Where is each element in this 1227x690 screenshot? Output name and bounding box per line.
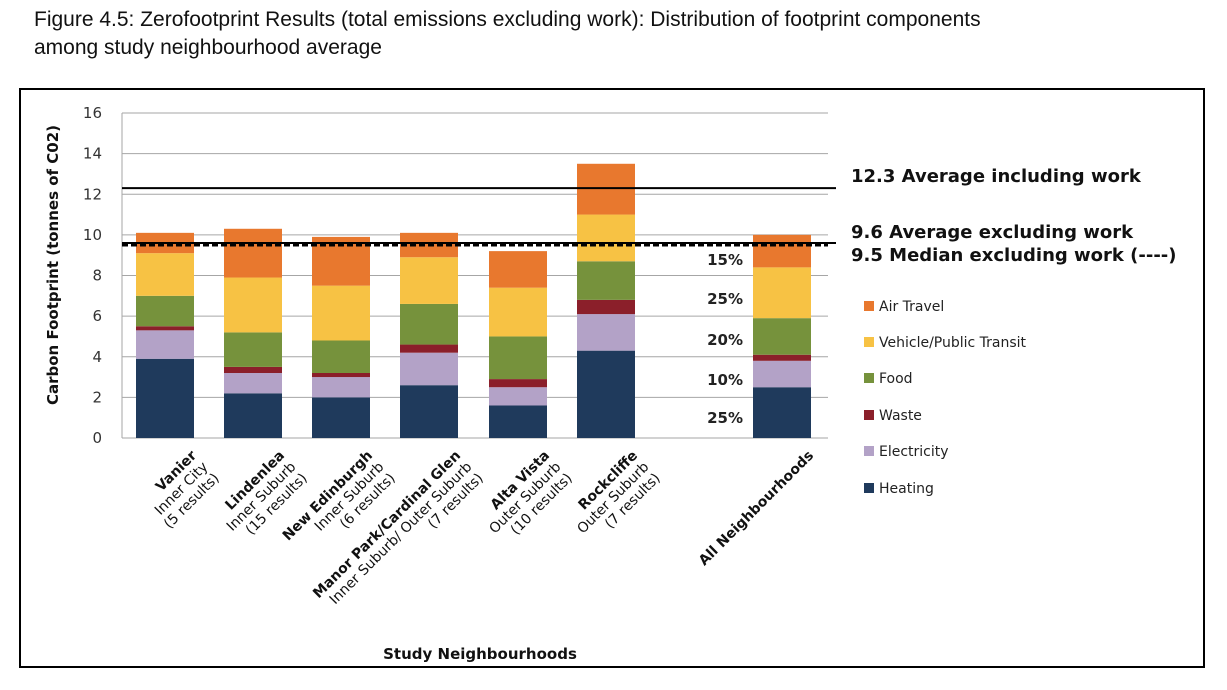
percent-labels: 15% 25% 20% 10% 25% bbox=[707, 251, 743, 427]
bar-segment-heating bbox=[753, 387, 811, 438]
bar-segment-heating bbox=[577, 350, 635, 438]
percent-label: 10% bbox=[707, 371, 743, 389]
x-category-label-name: All Neighbourhoods bbox=[696, 448, 817, 569]
bar-segment-waste bbox=[400, 344, 458, 353]
bar-segment-vehicle-public-transit bbox=[489, 287, 547, 337]
y-axis-title: Carbon Footprint (tonnes of C02) bbox=[44, 125, 62, 405]
bar-segment-heating bbox=[136, 358, 194, 438]
y-tick-label: 2 bbox=[92, 388, 102, 406]
bar-segment-air-travel bbox=[753, 234, 811, 268]
bar-segment-vehicle-public-transit bbox=[224, 277, 282, 333]
percent-label: 25% bbox=[707, 290, 743, 308]
legend-swatch bbox=[864, 410, 874, 420]
bar-segment-food bbox=[753, 318, 811, 355]
bar-segment-vehicle-public-transit bbox=[312, 285, 370, 341]
bar-segment-heating bbox=[489, 405, 547, 438]
bar-segment-waste bbox=[224, 366, 282, 373]
bar-segment-vehicle-public-transit bbox=[400, 257, 458, 304]
bar-segment-vehicle-public-transit bbox=[577, 214, 635, 262]
bar-segment-food bbox=[224, 332, 282, 367]
bar-segment-electricity bbox=[577, 314, 635, 351]
figure-caption: Figure 4.5: Zerofootprint Results (total… bbox=[34, 6, 1214, 62]
y-tick-label: 12 bbox=[83, 185, 102, 203]
y-tick-label: 10 bbox=[83, 226, 102, 244]
bar-segment-electricity bbox=[312, 377, 370, 398]
legend-label: Food bbox=[879, 371, 913, 387]
legend-label: Heating bbox=[879, 481, 934, 497]
y-tick-label: 8 bbox=[92, 267, 102, 285]
bar-segment-vehicle-public-transit bbox=[753, 267, 811, 319]
legend-label: Vehicle/Public Transit bbox=[879, 335, 1027, 351]
bar-segment-waste bbox=[312, 373, 370, 378]
bar-segment-waste bbox=[489, 379, 547, 388]
y-tick-label: 0 bbox=[92, 429, 102, 447]
percent-label: 25% bbox=[707, 409, 743, 427]
x-axis-title: Study Neighbourhoods bbox=[383, 645, 577, 663]
y-tick-label: 14 bbox=[83, 145, 102, 163]
bar-segment-waste bbox=[753, 354, 811, 361]
y-tick-label: 6 bbox=[92, 307, 102, 325]
bar-segment-food bbox=[312, 340, 370, 373]
reference-line-label: 9.5 Median excluding work (----) bbox=[851, 245, 1177, 266]
y-tick-labels: 0 2 4 6 8 10 12 14 16 bbox=[83, 104, 102, 447]
bar-segment-food bbox=[136, 295, 194, 327]
legend: Air Travel Vehicle/Public Transit Food Wast… bbox=[864, 299, 1027, 497]
bar-segment-waste bbox=[136, 326, 194, 331]
bar-segment-electricity bbox=[489, 387, 547, 406]
reference-line-label: 9.6 Average excluding work bbox=[851, 222, 1134, 243]
bar-segment-food bbox=[489, 336, 547, 380]
bar-segment-waste bbox=[577, 299, 635, 315]
bar-segment-air-travel bbox=[577, 163, 635, 215]
caption-line-2: among study neighbourhood average bbox=[34, 36, 382, 59]
caption-line-1: Figure 4.5: Zerofootprint Results (total… bbox=[34, 8, 981, 31]
bar-segment-food bbox=[400, 303, 458, 345]
bar-segment-electricity bbox=[136, 330, 194, 359]
bar-segment-vehicle-public-transit bbox=[136, 253, 194, 296]
reference-lines: 12.3 Average including work 9.6 Average e… bbox=[122, 166, 1177, 266]
bar-segment-electricity bbox=[224, 373, 282, 394]
legend-swatch bbox=[864, 337, 874, 347]
legend-swatch bbox=[864, 446, 874, 456]
bar-segment-air-travel bbox=[489, 251, 547, 288]
percent-label: 15% bbox=[707, 251, 743, 269]
bar-segment-food bbox=[577, 261, 635, 300]
y-tick-label: 4 bbox=[92, 348, 102, 366]
x-category-label: All Neighbourhoods bbox=[696, 448, 817, 569]
bar-segment-heating bbox=[224, 393, 282, 438]
bar-segment-heating bbox=[400, 385, 458, 438]
bar-segment-air-travel bbox=[224, 228, 282, 278]
legend-label: Electricity bbox=[879, 444, 949, 460]
y-tick-label: 16 bbox=[83, 104, 102, 122]
bar-segment-heating bbox=[312, 397, 370, 438]
legend-swatch bbox=[864, 373, 874, 383]
percent-label: 20% bbox=[707, 331, 743, 349]
legend-swatch bbox=[864, 483, 874, 493]
legend-swatch bbox=[864, 301, 874, 311]
bar-segment-electricity bbox=[400, 352, 458, 386]
legend-label: Air Travel bbox=[879, 299, 944, 315]
legend-label: Waste bbox=[879, 408, 922, 424]
reference-line-label: 12.3 Average including work bbox=[851, 166, 1142, 187]
bar-segment-electricity bbox=[753, 360, 811, 388]
